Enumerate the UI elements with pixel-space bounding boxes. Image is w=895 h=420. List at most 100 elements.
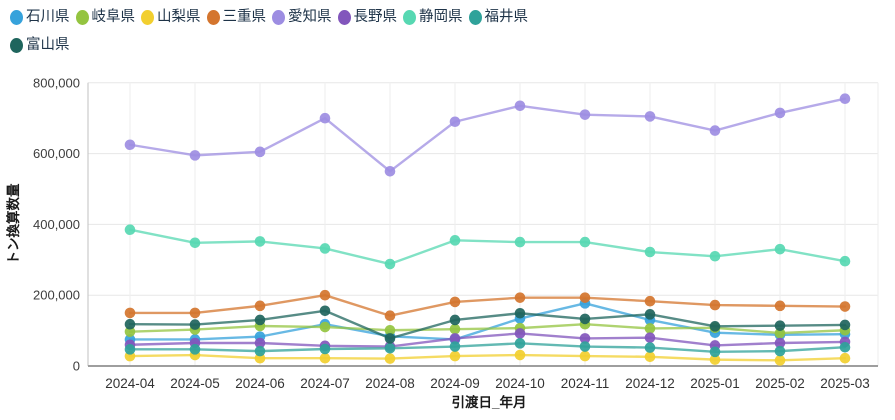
chart-point[interactable] [384, 310, 396, 322]
chart-point[interactable] [709, 125, 721, 136]
chart-point[interactable] [839, 255, 851, 267]
chart-point[interactable] [254, 337, 266, 349]
chart-point[interactable] [449, 296, 461, 308]
chart-point[interactable] [514, 236, 526, 248]
chart-point[interactable] [449, 116, 461, 128]
chart-point[interactable] [254, 236, 266, 247]
chart-point[interactable] [254, 300, 266, 312]
chart-point[interactable] [774, 107, 786, 119]
chart-point[interactable] [774, 345, 786, 357]
chart-point[interactable] [579, 313, 591, 325]
chart-point[interactable] [839, 93, 851, 105]
chart-point[interactable] [709, 354, 721, 365]
chart-point[interactable] [449, 350, 461, 362]
chart-point[interactable] [644, 246, 656, 258]
chart-point[interactable] [384, 353, 396, 364]
chart-point[interactable] [709, 250, 721, 262]
chart-point[interactable] [319, 343, 331, 355]
chart-point[interactable] [709, 321, 721, 332]
legend-color-dot-icon [10, 9, 23, 25]
chart-point[interactable] [189, 319, 201, 330]
chart-point[interactable] [644, 342, 656, 353]
chart-point[interactable] [189, 150, 201, 161]
chart-point[interactable] [254, 345, 266, 357]
chart-point[interactable] [644, 332, 656, 343]
chart-point[interactable] [254, 146, 266, 158]
legend-item-7[interactable]: 福井県 [468, 4, 528, 30]
chart-point[interactable] [514, 292, 526, 303]
chart-point[interactable] [189, 344, 201, 355]
chart-point[interactable] [774, 327, 786, 339]
chart-point[interactable] [579, 341, 591, 352]
chart-point[interactable] [774, 320, 786, 331]
chart-point[interactable] [774, 337, 786, 349]
chart-point[interactable] [514, 349, 526, 361]
chart-point[interactable] [579, 350, 591, 362]
chart-point[interactable] [384, 343, 396, 354]
series-7 [124, 338, 851, 358]
chart-point[interactable] [384, 333, 396, 344]
chart-point[interactable] [579, 236, 591, 248]
chart-point[interactable] [774, 300, 786, 312]
chart-point[interactable] [579, 109, 591, 120]
legend-item-6[interactable]: 静岡県 [403, 4, 463, 30]
chart-point[interactable] [319, 112, 331, 124]
chart-point[interactable] [644, 323, 656, 334]
chart-point[interactable] [449, 333, 461, 344]
chart-point[interactable] [124, 318, 136, 330]
chart-point[interactable] [774, 355, 786, 366]
chart-point[interactable] [319, 289, 331, 301]
legend-label: 三重県 [222, 9, 267, 25]
chart-point[interactable] [644, 111, 656, 122]
legend-label: 静岡県 [419, 9, 463, 25]
chart-point[interactable] [124, 224, 136, 236]
chart-point[interactable] [124, 344, 136, 355]
chart-point[interactable] [384, 258, 396, 270]
chart-point[interactable] [709, 346, 721, 358]
chart-point[interactable] [839, 319, 851, 331]
chart-point[interactable] [189, 237, 201, 249]
chart-point[interactable] [384, 324, 396, 336]
chart-point[interactable] [449, 341, 461, 352]
legend-item-5[interactable]: 長野県 [337, 4, 397, 30]
chart-point[interactable] [644, 351, 656, 363]
chart-point[interactable] [839, 341, 851, 353]
chart-point[interactable] [839, 352, 851, 364]
chart-point[interactable] [319, 243, 331, 254]
chart-point[interactable] [839, 301, 851, 312]
legend-item-0[interactable]: 石川県 [10, 4, 70, 30]
chart-point[interactable] [449, 323, 461, 335]
chart-point[interactable] [449, 314, 461, 326]
chart-point[interactable] [514, 100, 526, 112]
x-axis-title: 引渡日_年月 [451, 394, 526, 410]
chart-point[interactable] [579, 333, 591, 344]
chart-point[interactable] [514, 328, 526, 339]
chart-point[interactable] [514, 307, 526, 319]
chart-point[interactable] [709, 299, 721, 311]
legend-item-8[interactable]: 富山県 [10, 32, 70, 58]
chart-point[interactable] [189, 307, 201, 319]
chart-point[interactable] [579, 292, 591, 303]
chart-point[interactable] [124, 326, 136, 337]
chart-point[interactable] [319, 352, 331, 364]
legend-item-2[interactable]: 山梨県 [141, 4, 201, 30]
chart-point[interactable] [514, 338, 526, 349]
chart-point[interactable] [644, 309, 656, 320]
chart-point[interactable] [319, 305, 331, 317]
chart-point[interactable] [254, 314, 266, 326]
chart-point[interactable] [124, 139, 136, 151]
legend-item-1[interactable]: 岐阜県 [75, 4, 135, 30]
legend-item-3[interactable]: 三重県 [206, 4, 267, 30]
chart-point[interactable] [774, 243, 786, 255]
chart-point[interactable] [124, 307, 136, 319]
series-5 [124, 328, 851, 352]
axis-tick-labels: 0 200,000 400,000 600,000 800,000 2024-04 2024… [33, 75, 870, 391]
chart-line [128, 323, 847, 335]
chart-point[interactable] [449, 235, 461, 246]
chart-point[interactable] [384, 166, 396, 177]
chart-point[interactable] [319, 321, 331, 333]
legend-color-dot-icon [468, 9, 482, 25]
legend-item-4[interactable]: 愛知県 [272, 4, 332, 30]
chart-point[interactable] [644, 295, 656, 307]
